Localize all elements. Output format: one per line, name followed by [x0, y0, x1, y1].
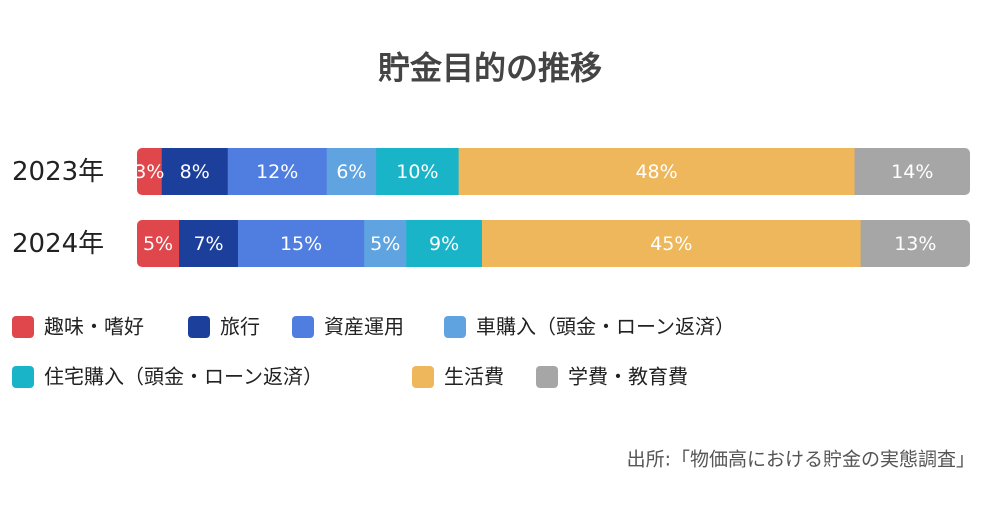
legend-label: 旅行	[220, 315, 260, 339]
bar-segment	[137, 220, 180, 267]
bar-segment	[854, 148, 970, 195]
value-label: 5%	[370, 233, 400, 255]
value-label: 10%	[396, 161, 438, 183]
bar-row	[137, 148, 970, 195]
legend-swatch	[292, 316, 314, 338]
category-label: 2023年	[12, 157, 104, 187]
bar-segment	[237, 220, 365, 267]
value-label: 13%	[894, 233, 936, 255]
bar-row	[137, 220, 970, 267]
bar-segment	[326, 148, 377, 195]
value-label: 14%	[891, 161, 933, 183]
value-label: 5%	[143, 233, 173, 255]
legend-swatch	[412, 366, 434, 388]
value-label: 7%	[193, 233, 223, 255]
legend-label: 車購入（頭金・ローン返済）	[476, 315, 735, 339]
value-label: 15%	[280, 233, 322, 255]
chart-title: 貯金目的の推移	[378, 49, 602, 87]
legend-swatch	[12, 366, 34, 388]
bar-segment	[860, 220, 970, 267]
bar-segment	[137, 148, 163, 195]
legend-swatch	[12, 316, 34, 338]
legend-label: 住宅購入（頭金・ローン返済）	[44, 365, 323, 389]
legend-swatch	[444, 316, 466, 338]
value-label: 3%	[134, 161, 164, 183]
legend-label: 資産運用	[324, 315, 404, 339]
source-note: 出所:「物価高における貯金の実態調査」	[627, 449, 975, 471]
value-label: 12%	[256, 161, 298, 183]
value-label: 8%	[180, 161, 210, 183]
bar-segment	[364, 220, 407, 267]
bar-segment	[458, 148, 856, 195]
bar-segment	[406, 220, 483, 267]
bar-segment	[481, 220, 862, 267]
value-label: 45%	[650, 233, 692, 255]
legend-swatch	[188, 316, 210, 338]
legend-swatch	[536, 366, 558, 388]
category-label: 2024年	[12, 229, 104, 259]
bar-segment	[161, 148, 229, 195]
legend-label: 趣味・嗜好	[44, 315, 144, 339]
legend-label: 生活費	[444, 365, 504, 389]
bar-segment	[179, 220, 239, 267]
bar-segment	[227, 148, 328, 195]
legend-label: 学費・教育費	[568, 365, 688, 389]
value-label: 6%	[336, 161, 366, 183]
value-label: 9%	[429, 233, 459, 255]
value-label: 48%	[635, 161, 677, 183]
bar-segment	[376, 148, 460, 195]
